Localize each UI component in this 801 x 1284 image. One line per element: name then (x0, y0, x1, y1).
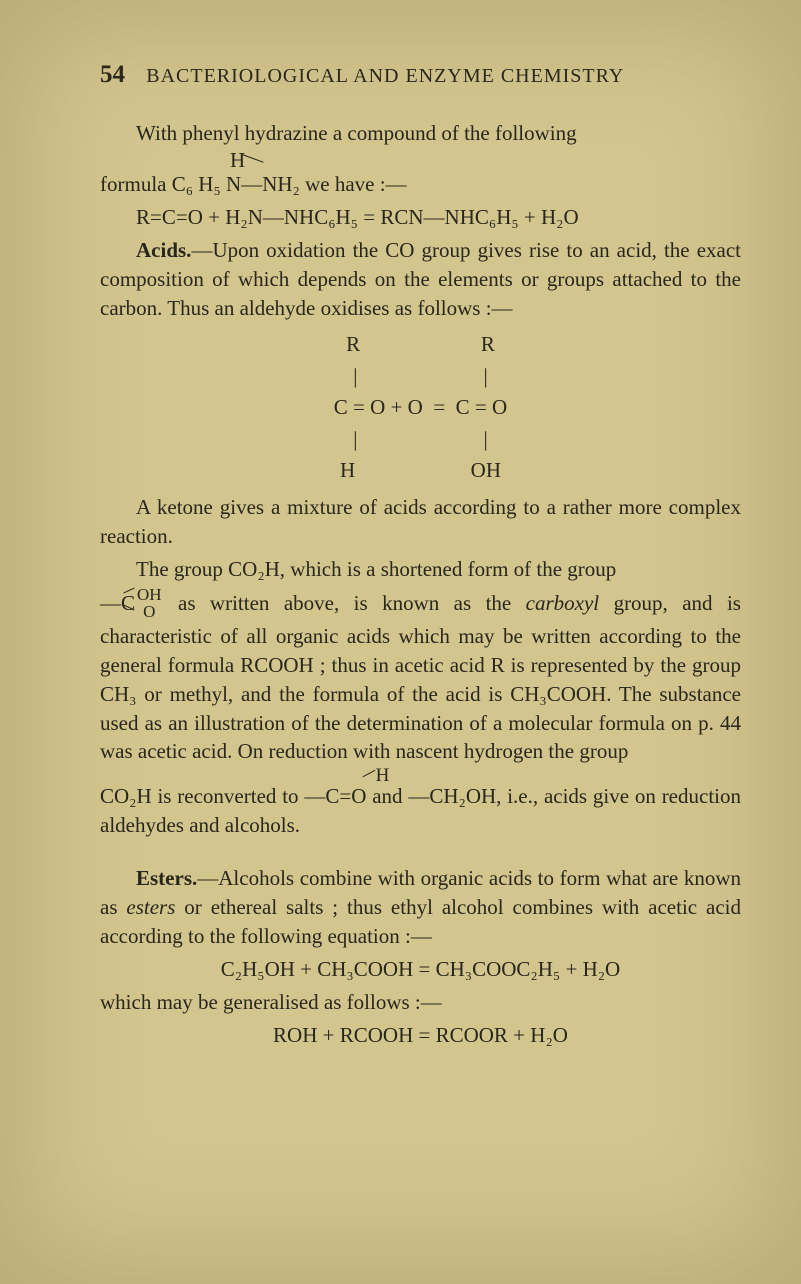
scheme-line: | | (353, 364, 487, 388)
page-number: 54 (100, 61, 125, 88)
body-para: formula C₆ H₅ N—NH₂ we have :— (100, 170, 741, 199)
body-para: CO₂H is reconverted to —C=O and —CH₂OH, … (100, 782, 741, 840)
bond-line (362, 770, 375, 777)
body-para: —C OH O as written above, is known as th… (100, 588, 741, 767)
body-para: A ketone gives a mixture of acids accord… (100, 493, 741, 551)
branch-bot: O (143, 602, 155, 621)
scheme-line: | | (353, 427, 487, 451)
body-text: —Upon oxidation the CO group gives rise … (100, 238, 741, 320)
body-text: as written above, is known as the (164, 590, 526, 614)
body-para: With phenyl hydrazine a compound of the … (100, 119, 741, 148)
equation: C₂H₅OH + CH₃COOH = CH₃COOC₂H₅ + H₂O (100, 955, 741, 984)
bond-line (242, 155, 263, 164)
scheme-line: H OH (340, 458, 501, 482)
h-letter: H (376, 765, 390, 786)
bond-line (123, 604, 134, 610)
h-letter: H (230, 148, 245, 172)
equation: ROH + RCOOH = RCOOR + H₂O (100, 1021, 741, 1050)
formula-h-line: H (100, 151, 741, 170)
scheme-line: R R (346, 332, 495, 356)
body-para: The group CO₂H, which is a shortened for… (100, 555, 741, 584)
body-text: group, and is characteristic of all orga… (100, 590, 741, 763)
oh-o-branch: OH O (137, 586, 162, 620)
body-para: Acids.—Upon oxidation the CO group gives… (100, 236, 741, 323)
section-heading-esters: Esters. (136, 866, 197, 890)
term-carboxyl: carboxyl (526, 590, 599, 614)
term-esters: esters (126, 895, 175, 919)
equation: R=C=O + H₂N—NHC₆H₅ = RCN—NHC₆H₅ + H₂O (100, 203, 741, 232)
page-header: 54 BACTERIOLOGICAL AND ENZYME CHEMISTRY (100, 58, 741, 93)
body-para: Esters.—Alcohols combine with organic ac… (100, 864, 741, 951)
ch-branch-line: H (100, 770, 741, 781)
bond-line (123, 587, 134, 593)
section-heading-acids: Acids. (136, 238, 191, 262)
scheme-line: C = O + O = C = O (334, 395, 507, 419)
body-para: which may be generalised as follows :— (100, 988, 741, 1017)
body-text: or ethereal salts ; thus ethyl alcohol c… (100, 895, 741, 948)
running-head: BACTERIOLOGICAL AND ENZYME CHEMISTRY (146, 65, 624, 87)
reaction-scheme: R R | | C = O + O = C = O | | H OH (100, 329, 741, 487)
